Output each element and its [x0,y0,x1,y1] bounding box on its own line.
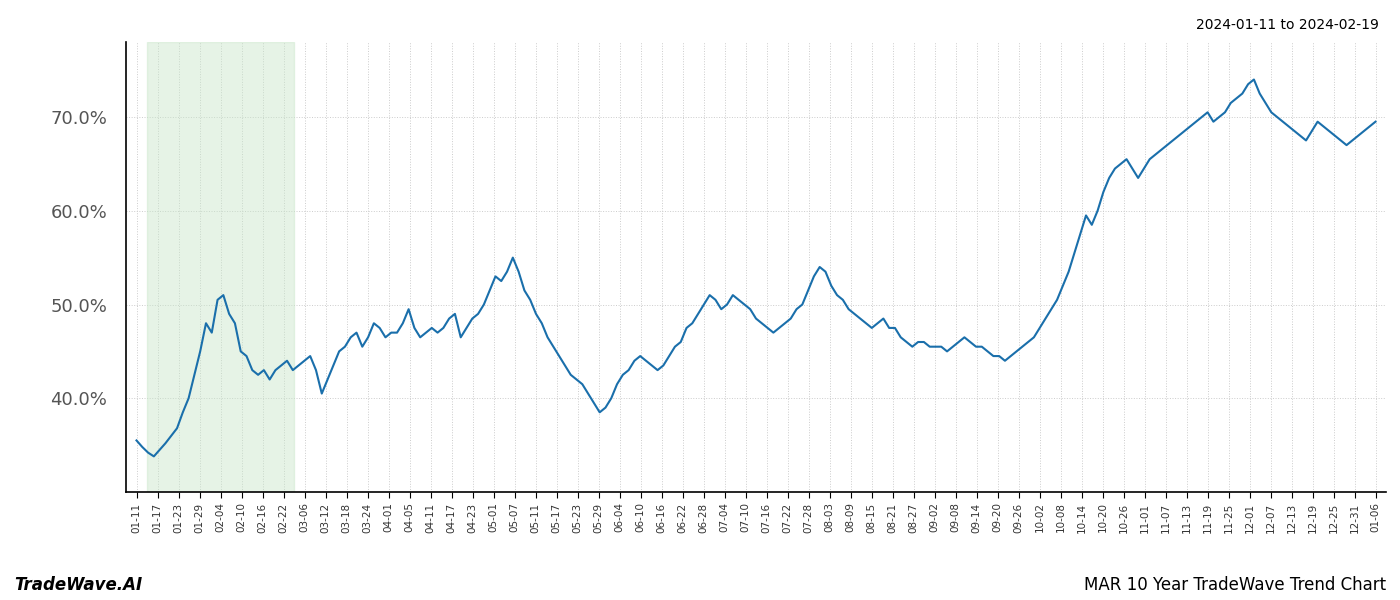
Text: 2024-01-11 to 2024-02-19: 2024-01-11 to 2024-02-19 [1196,18,1379,32]
Bar [147,42,294,492]
Text: TradeWave.AI: TradeWave.AI [14,576,143,594]
Text: MAR 10 Year TradeWave Trend Chart: MAR 10 Year TradeWave Trend Chart [1084,576,1386,594]
